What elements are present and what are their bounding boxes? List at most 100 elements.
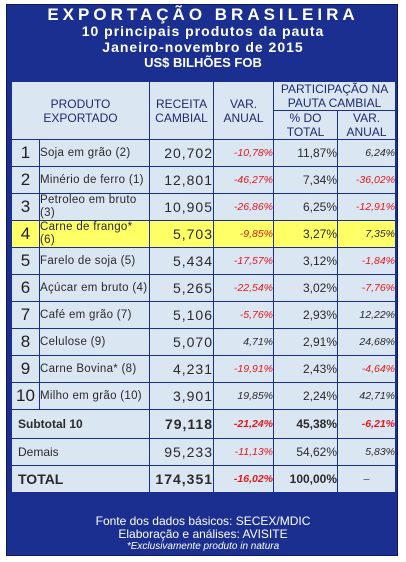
title-line-2: 10 principais produtos da pauta: [81, 23, 325, 39]
total-label: TOTAL: [10, 465, 151, 493]
footer-note: *Exclusivamente produto in natura: [126, 541, 280, 552]
demais-var-part: 5,83%: [337, 438, 397, 466]
var-anual-participacao: 6,24%: [337, 139, 397, 167]
product-name: Celulose (9): [38, 328, 151, 356]
demais-receita: 95,233: [149, 438, 215, 466]
table-row: 1 Soja em grão (2) 20,702 -10,78% 11,87% 6,24…: [11, 139, 397, 167]
total-pct: 100,00%: [273, 465, 339, 493]
var-anual-participacao: -4,64%: [337, 355, 397, 383]
product-name: Milho em grão (10): [38, 382, 151, 410]
var-anual-participacao: 7,35%: [337, 220, 397, 248]
pct-do-total: 2,24%: [273, 382, 339, 410]
rank-number: 10: [11, 382, 40, 410]
var-anual: -10,78%: [213, 139, 275, 167]
demais-label: Demais: [10, 438, 151, 466]
table-row: 6 Açúcar em bruto (4) 5,265 -22,54% 3,02% -7,…: [11, 274, 397, 302]
var-anual: -22,54%: [213, 274, 275, 302]
header-var-anual-part: VAR. ANUAL: [337, 110, 397, 140]
subtotal-var-part: -6,21%: [337, 409, 397, 439]
table-row: 9 Carne Bovina* (8) 4,231 -19,91% 2,43% -4,64…: [11, 355, 397, 383]
rank-number: 4: [11, 220, 40, 248]
demais-var: -11,13%: [213, 438, 275, 466]
total-receita: 174,351: [149, 465, 215, 493]
product-name: Carne de frango* (6): [38, 220, 151, 248]
table-row: 10 Milho em grão (10) 3,901 19,85% 2,24% 42,7…: [11, 382, 397, 410]
var-anual: 4,71%: [213, 328, 275, 356]
table-row: 2 Minério de ferro (1) 12,801 -46,27% 7,34% -…: [11, 166, 397, 194]
product-name: Farelo de soja (5): [38, 247, 151, 275]
rank-number: 6: [11, 274, 40, 302]
subtotal-pct: 45,38%: [273, 409, 339, 439]
subtotal-row: Subtotal 10 79,118 -21,24% 45,38% -6,21%: [10, 409, 397, 439]
header-var-anual: VAR. ANUAL: [213, 81, 275, 140]
footer: Fonte dos dados básicos: SECEX/MDIC Elab…: [7, 515, 399, 553]
pct-do-total: 3,12%: [273, 247, 339, 275]
product-name: Minério de ferro (1): [38, 166, 151, 194]
demais-pct: 54,62%: [273, 438, 339, 466]
title-line-3: Janeiro-novembro de 2015: [102, 39, 304, 55]
table-row: 5 Farelo de soja (5) 5,434 -17,57% 3,12% -1,8…: [11, 247, 397, 275]
var-anual: -17,57%: [213, 247, 275, 275]
pct-do-total: 6,25%: [273, 193, 339, 221]
rank-number: 1: [11, 139, 40, 167]
var-anual-participacao: -1,84%: [337, 247, 397, 275]
demais-row: Demais 95,233 -11,13% 54,62% 5,83%: [10, 438, 397, 466]
subtotal-receita: 79,118: [149, 409, 215, 439]
title-line-4: US$ BILHÕES FOB: [144, 55, 262, 70]
receita-cambial: 5,265: [149, 274, 215, 302]
receita-cambial: 10,905: [149, 193, 215, 221]
pct-do-total: 3,02%: [273, 274, 339, 302]
export-table-panel: EXPORTAÇÃO BRASILEIRA 10 principais prod…: [6, 4, 398, 556]
var-anual-participacao: -12,91%: [337, 193, 397, 221]
footer-source: Fonte dos dados básicos: SECEX/MDIC: [95, 514, 311, 528]
var-anual: -46,27%: [213, 166, 275, 194]
rank-number: 3: [11, 193, 40, 221]
receita-cambial: 5,434: [149, 247, 215, 275]
title-block: EXPORTAÇÃO BRASILEIRA 10 principais prod…: [7, 5, 399, 81]
receita-cambial: 5,703: [149, 220, 215, 248]
table-row: 8 Celulose (9) 5,070 4,71% 2,91% 24,68%: [11, 328, 397, 356]
var-anual-participacao: 24,68%: [337, 328, 397, 356]
var-anual-participacao: -36,02%: [337, 166, 397, 194]
var-anual-participacao: 12,22%: [337, 301, 397, 329]
product-name: Petroleo em bruto (3): [38, 193, 151, 221]
subtotal-var: -21,24%: [213, 409, 275, 439]
rank-number: 2: [11, 166, 40, 194]
subtotal-label: Subtotal 10: [10, 409, 151, 439]
total-row: TOTAL 174,351 -16,02% 100,00% –: [10, 465, 397, 493]
product-name: Café em grão (7): [38, 301, 151, 329]
pct-do-total: 3,27%: [273, 220, 339, 248]
var-anual: 19,85%: [213, 382, 275, 410]
total-var: -16,02%: [213, 465, 275, 493]
rank-number: 7: [11, 301, 40, 329]
pct-do-total: 11,87%: [273, 139, 339, 167]
header-participacao: PARTICIPAÇÃO NA PAUTA CAMBIAL: [273, 81, 397, 111]
pct-do-total: 2,43%: [273, 355, 339, 383]
var-anual: -9,85%: [213, 220, 275, 248]
table-row: 4 Carne de frango* (6) 5,703 -9,85% 3,27% 7,3…: [11, 220, 397, 248]
header-produto: PRODUTO EXPORTADO: [10, 81, 151, 140]
rank-number: 5: [11, 247, 40, 275]
var-anual-participacao: -7,76%: [337, 274, 397, 302]
title-line-1: EXPORTAÇÃO BRASILEIRA: [47, 5, 359, 24]
var-anual: -5,76%: [213, 301, 275, 329]
rank-number: 8: [11, 328, 40, 356]
header-pct-total: % DO TOTAL: [273, 110, 339, 140]
receita-cambial: 5,070: [149, 328, 215, 356]
pct-do-total: 2,91%: [273, 328, 339, 356]
receita-cambial: 5,106: [149, 301, 215, 329]
total-var-part: –: [337, 465, 397, 493]
receita-cambial: 3,901: [149, 382, 215, 410]
receita-cambial: 4,231: [149, 355, 215, 383]
pct-do-total: 2,93%: [273, 301, 339, 329]
receita-cambial: 20,702: [149, 139, 215, 167]
var-anual-participacao: 42,71%: [337, 382, 397, 410]
var-anual: -26,86%: [213, 193, 275, 221]
product-name: Carne Bovina* (8): [38, 355, 151, 383]
footer-analysis: Elaboração e análises: AVISITE: [118, 527, 288, 541]
export-table: PRODUTO EXPORTADO RECEITA CAMBIAL VAR. A…: [10, 81, 397, 493]
var-anual: -19,91%: [213, 355, 275, 383]
table-row: 3 Petroleo em bruto (3) 10,905 -26,86% 6,25%…: [11, 193, 397, 221]
header-receita: RECEITA CAMBIAL: [149, 81, 215, 140]
receita-cambial: 12,801: [149, 166, 215, 194]
